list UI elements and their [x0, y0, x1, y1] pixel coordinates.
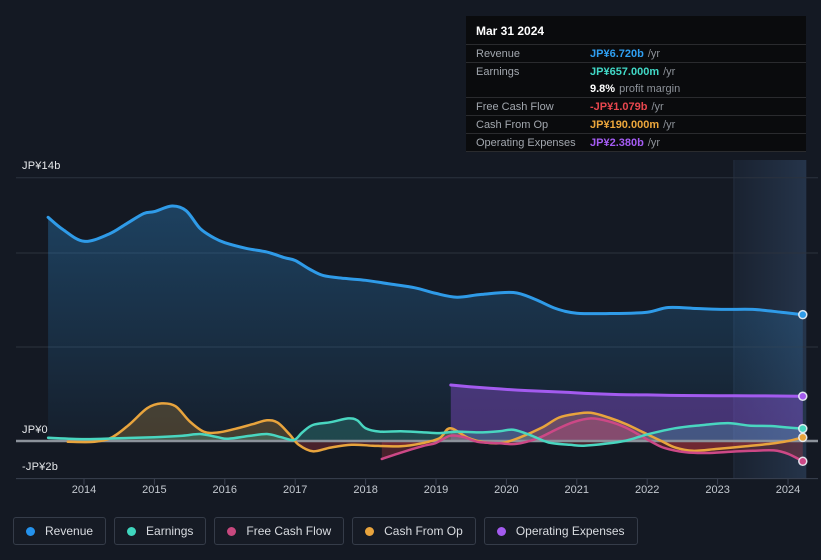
tooltip-row-earnings: Earnings JP¥657.000m /yr: [466, 63, 806, 80]
free-cash-flow-series-dot-icon: [227, 526, 237, 536]
earnings-line[interactable]: [46, 417, 805, 447]
y-axis-label: JP¥0: [22, 423, 48, 436]
tooltip-row-free-cash-flow: Free Cash Flow -JP¥1.079b /yr: [466, 98, 806, 116]
tooltip-value: JP¥2.380b: [590, 136, 644, 149]
tooltip-value: -JP¥1.079b: [590, 100, 648, 113]
x-axis-label: 2019: [423, 484, 449, 496]
chart-tooltip: Mar 31 2024 Revenue JP¥6.720b /yr Earnin…: [466, 16, 806, 152]
x-axis-label: 2021: [564, 484, 590, 496]
tooltip-label: Earnings: [476, 65, 520, 78]
legend-item-earnings[interactable]: Earnings: [114, 517, 207, 545]
operating-expenses-endpoint-dot[interactable]: [798, 391, 808, 402]
tooltip-row-operating-expenses: Operating Expenses JP¥2.380b /yr: [466, 134, 806, 152]
tooltip-label: Cash From Op: [476, 118, 549, 131]
x-axis-label: 2022: [634, 484, 660, 496]
legend-label: Operating Expenses: [515, 524, 625, 538]
tooltip-value: JP¥6.720b: [590, 47, 644, 60]
tooltip-date: Mar 31 2024: [466, 16, 806, 45]
tooltip-suffix: /yr: [651, 100, 664, 113]
revenue-area: [48, 205, 803, 441]
tooltip-suffix: /yr: [663, 118, 676, 131]
tooltip-label: Revenue: [476, 47, 521, 60]
free-cash-flow-area-negative: [381, 441, 803, 462]
operating-expenses-area: [450, 385, 803, 441]
free-cash-flow-endpoint-dot[interactable]: [798, 456, 808, 467]
tooltip-value: 9.8%: [590, 82, 616, 95]
x-axis-label: 2024: [775, 484, 801, 496]
chart-canvas[interactable]: [0, 0, 821, 505]
x-axis-label: 2014: [71, 484, 97, 496]
x-axis-label: 2023: [705, 484, 730, 496]
legend-item-revenue[interactable]: Revenue: [13, 517, 107, 545]
legend-label: Free Cash Flow: [246, 524, 332, 538]
legend-item-free-cash-flow[interactable]: Free Cash Flow: [214, 517, 345, 545]
tooltip-suffix: /yr: [647, 47, 661, 60]
cash-from-op-endpoint-dot[interactable]: [798, 432, 808, 443]
earnings-series-dot-icon: [127, 526, 137, 536]
chart-legend: Revenue Earnings Free Cash Flow Cash Fro…: [13, 517, 638, 545]
cash-from-op-area-positive: [67, 403, 803, 441]
tooltip-label: Free Cash Flow: [476, 100, 554, 113]
cash-from-op-series-dot-icon: [365, 526, 375, 536]
operating-expenses-series-dot-icon: [496, 526, 506, 536]
cash-from-op-line[interactable]: [66, 402, 805, 453]
tooltip-value: JP¥657.000m: [590, 65, 660, 78]
y-axis-label: JP¥14b: [22, 160, 61, 173]
tooltip-label: Operating Expenses: [476, 136, 576, 149]
series-endpoint-dots: [798, 309, 808, 467]
tooltip-row-cash-from-op: Cash From Op JP¥190.000m /yr: [466, 116, 806, 134]
x-axis-label: 2017: [282, 484, 308, 496]
tooltip-suffix: /yr: [647, 136, 661, 149]
x-axis-label: 2020: [494, 484, 519, 496]
revenue-series-dot-icon: [26, 526, 35, 536]
x-axis-label: 2016: [212, 484, 238, 496]
legend-item-operating-expenses[interactable]: Operating Expenses: [483, 517, 638, 545]
earnings-endpoint-dot[interactable]: [798, 423, 808, 434]
tooltip-suffix: /yr: [663, 65, 676, 78]
legend-label: Revenue: [45, 524, 94, 538]
series-lines: [46, 204, 805, 463]
tooltip-row-revenue: Revenue JP¥6.720b /yr: [466, 45, 806, 63]
y-axis-label: -JP¥2b: [22, 461, 59, 474]
free-cash-flow-line[interactable]: [380, 417, 805, 463]
free-cash-flow-area-positive: [381, 418, 803, 441]
x-axis-label: 2015: [142, 484, 167, 496]
revenue-line[interactable]: [46, 204, 805, 317]
legend-label: Earnings: [146, 524, 194, 538]
series-areas: [48, 205, 803, 462]
tooltip-suffix: profit margin: [619, 82, 681, 95]
tooltip-value: JP¥190.000m: [590, 118, 660, 131]
legend-item-cash-from-op[interactable]: Cash From Op: [352, 517, 476, 545]
tooltip-row-profit-margin: 9.8% profit margin: [466, 80, 806, 98]
operating-expenses-line[interactable]: [449, 383, 805, 398]
x-axis-label: 2018: [353, 484, 378, 496]
revenue-endpoint-dot[interactable]: [798, 309, 808, 320]
legend-label: Cash From Op: [384, 524, 463, 538]
